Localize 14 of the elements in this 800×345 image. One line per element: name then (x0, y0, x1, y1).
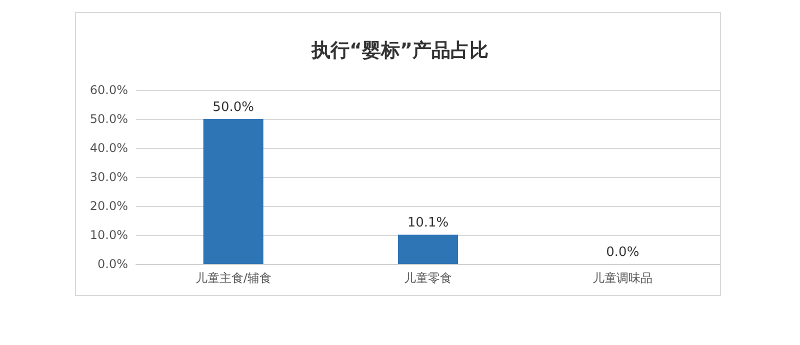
x-tick-label: 儿童零食 (404, 271, 452, 285)
y-tick-label: 30.0% (90, 170, 128, 184)
y-tick-label: 0.0% (98, 257, 128, 271)
chart-title: 执行“婴标”产品占比 (310, 40, 488, 62)
y-tick-label: 60.0% (90, 83, 128, 97)
data-label: 0.0% (606, 245, 640, 260)
y-tick-label: 50.0% (90, 112, 128, 126)
y-tick-label: 40.0% (90, 141, 128, 155)
y-tick-label: 10.0% (90, 228, 128, 242)
x-tick-label: 儿童调味品 (592, 271, 653, 285)
data-label: 50.0% (212, 100, 254, 115)
data-label: 10.1% (407, 216, 449, 231)
y-tick-label: 20.0% (90, 199, 128, 213)
x-tick-label: 儿童主食/辅食 (195, 271, 272, 285)
